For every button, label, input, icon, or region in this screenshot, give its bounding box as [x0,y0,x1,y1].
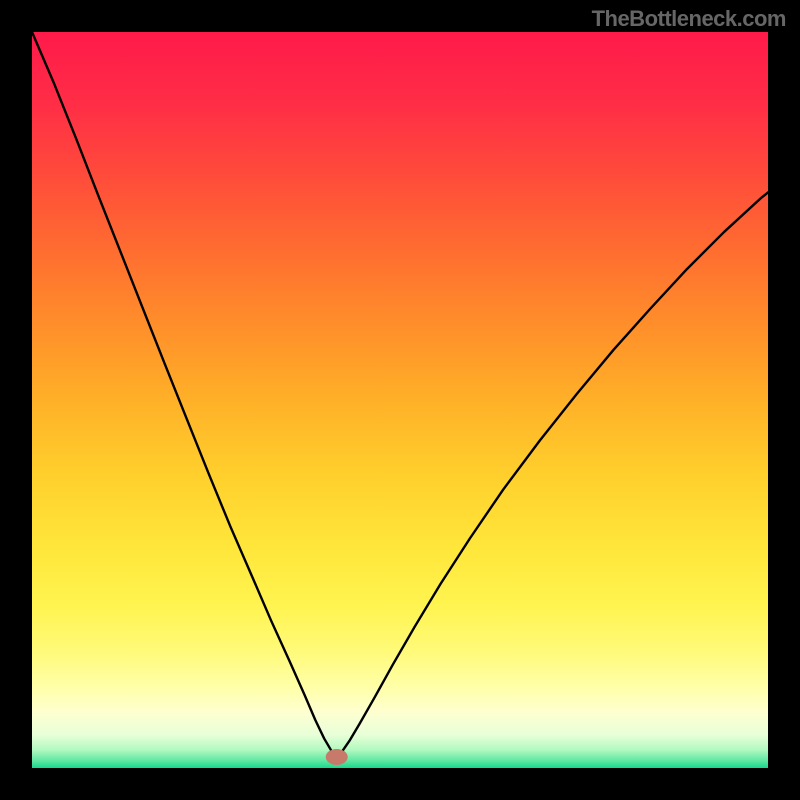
plot-gradient-background [32,32,768,768]
watermark-text: TheBottleneck.com [592,6,786,32]
bottleneck-chart-svg [0,0,800,800]
chart-container: TheBottleneck.com [0,0,800,800]
optimal-point-marker [326,749,348,765]
